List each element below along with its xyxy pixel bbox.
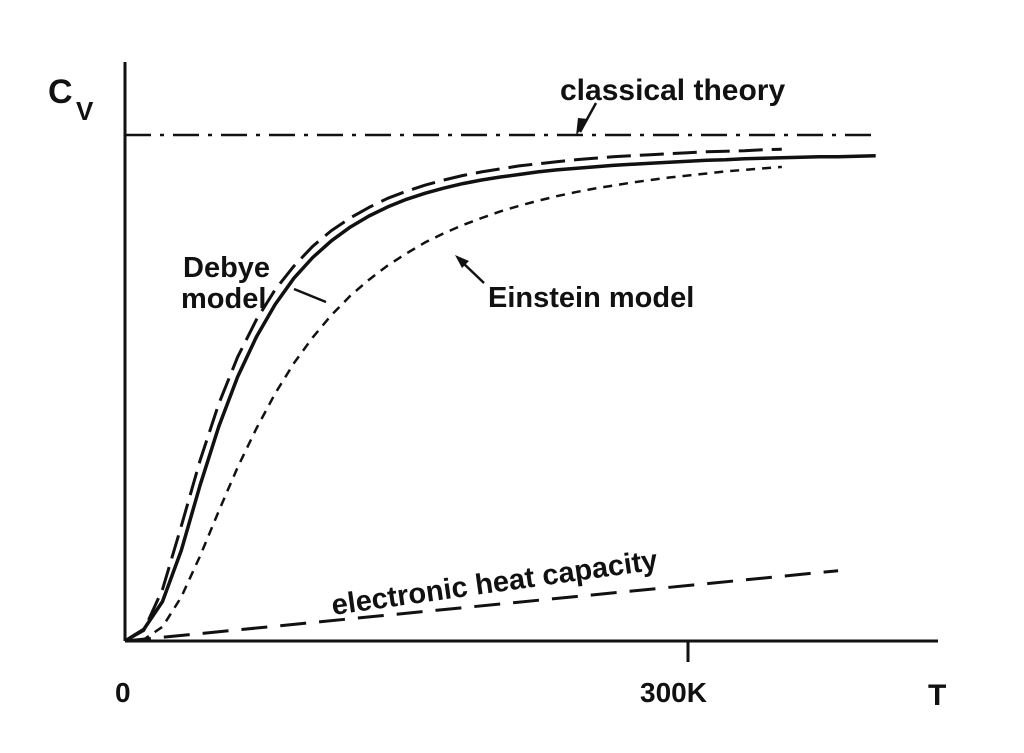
classical-pointer: [578, 102, 598, 133]
y-axis-label-subscript: V: [76, 96, 94, 126]
debye-label-line2: model: [181, 283, 266, 315]
annotation-pointers: [293, 102, 598, 304]
einstein-label: Einstein model: [488, 282, 694, 314]
y-axis-label: C: [48, 73, 73, 111]
einstein-arrowhead: [455, 255, 469, 268]
axes: [123, 62, 938, 662]
einstein-pointer: [461, 261, 485, 284]
classical-arrowhead: [576, 118, 588, 136]
series-line-measured-1: [124, 153, 876, 643]
x-tick-label-0: 0: [115, 677, 131, 708]
classical-theory-label: classical theory: [560, 74, 785, 107]
series-line-einstein-model: [124, 165, 782, 643]
x-tick-label-300k: 300K: [640, 677, 707, 708]
curves: [124, 133, 876, 643]
series-line-debye-model: [124, 147, 782, 643]
series-line-electronic-heat-capacity: [124, 569, 839, 643]
electronic-heat-capacity-label: electronic heat capacity: [330, 544, 660, 621]
x-axis-label: T: [928, 679, 946, 712]
debye-label-line1: Debye: [183, 252, 270, 284]
debye-pointer: [293, 287, 327, 304]
